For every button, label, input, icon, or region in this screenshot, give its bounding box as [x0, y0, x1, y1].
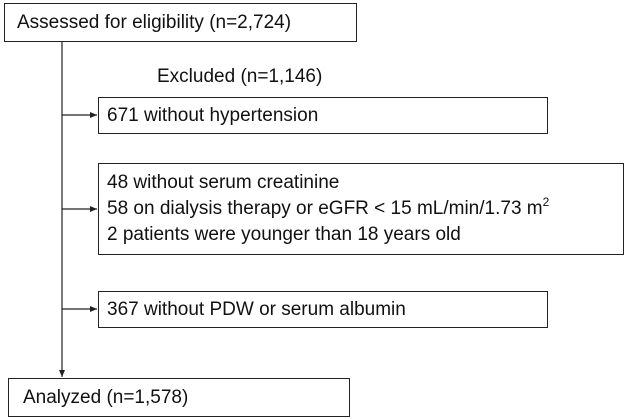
- node-label: Assessed for eligibility (n=2,724): [17, 11, 292, 33]
- assessed-box: Assessed for eligibility (n=2,724): [4, 3, 357, 42]
- node-label: 367 without PDW or serum albumin: [107, 298, 406, 320]
- analyzed-box: Analyzed (n=1,578): [8, 378, 350, 417]
- exclusion-box: 48 without serum creatinine 58 on dialys…: [98, 163, 624, 255]
- node-line-text: 58 on dialysis therapy or eGFR < 15 mL/m…: [107, 198, 543, 219]
- node-line: 2 patients were younger than 18 years ol…: [107, 224, 461, 245]
- node-line: 58 on dialysis therapy or eGFR < 15 mL/m…: [107, 196, 623, 222]
- exclusion-box: 367 without PDW or serum albumin: [98, 291, 548, 328]
- node-line: 48 without serum creatinine: [107, 172, 340, 193]
- excluded-label: Excluded (n=1,146): [157, 66, 323, 87]
- superscript: 2: [542, 195, 550, 209]
- node-label: 671 without hypertension: [107, 104, 319, 126]
- node-label: Analyzed (n=1,578): [23, 386, 189, 408]
- exclusion-box: 671 without hypertension: [98, 97, 548, 134]
